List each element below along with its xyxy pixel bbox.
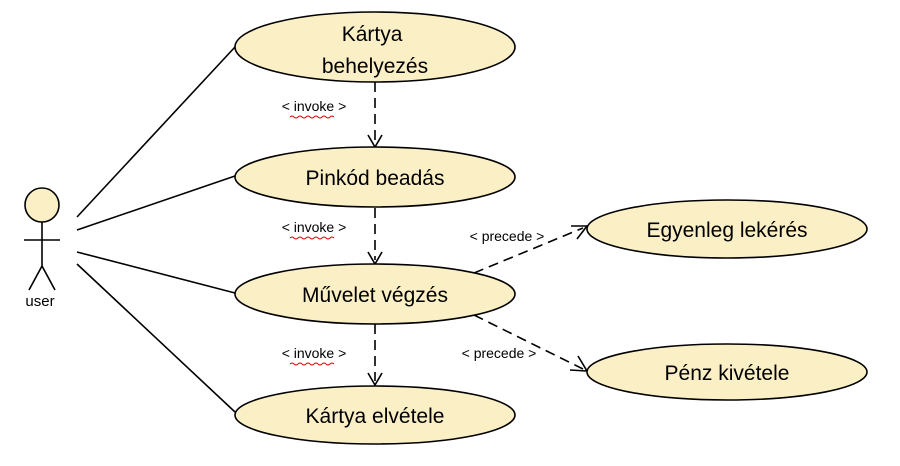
svg-text:< invoke >: < invoke > [282,219,347,235]
association-card-insert [76,46,236,218]
actor-right-leg [41,265,56,291]
precede-dependency-2 [473,314,589,372]
invoke-dependency-3 [367,324,383,387]
invoke-label-3: < invoke > [282,345,347,366]
precede-label-2: < precede > [462,345,537,361]
svg-text:< precede >: < precede > [462,345,537,361]
actor-label: user [25,293,54,310]
use-case-card-removal: Kártya elvétele [234,385,516,445]
precede-label-1: < precede > [470,228,545,244]
use-case-label: Művelet végzés [302,284,448,307]
use-case-card-insert: Kártya behelyezés [234,11,516,83]
association-card-removal [76,263,236,413]
invoke-dependency-1 [367,82,383,149]
use-case-label: Kártya elvétele [306,405,445,428]
invoke-dependency-2 [367,208,383,266]
use-case-label: Pénz kivétele [665,362,790,385]
association-operation [76,251,236,294]
svg-text:< invoke >: < invoke > [282,345,347,361]
use-case-balance-query: Egyenleg lekérés [586,199,868,259]
use-case-label: Kártya behelyezés [322,23,428,78]
use-case-pin-entry: Pinkód beadás [234,146,516,208]
association-pin-entry [76,175,236,231]
actor-head [24,187,60,223]
use-case-withdrawal: Pénz kivétele [586,343,868,401]
use-case-label: Egyenleg lekérés [646,219,807,242]
actor-left-leg [28,265,43,291]
actor-user: user [24,187,60,310]
svg-text:< invoke >: < invoke > [282,98,347,114]
svg-text:< precede >: < precede > [470,228,545,244]
invoke-label-1: < invoke > [282,98,347,119]
use-case-operation: Művelet végzés [234,263,516,325]
invoke-label-2: < invoke > [282,219,347,240]
use-case-label: Pinkód beadás [306,167,445,190]
